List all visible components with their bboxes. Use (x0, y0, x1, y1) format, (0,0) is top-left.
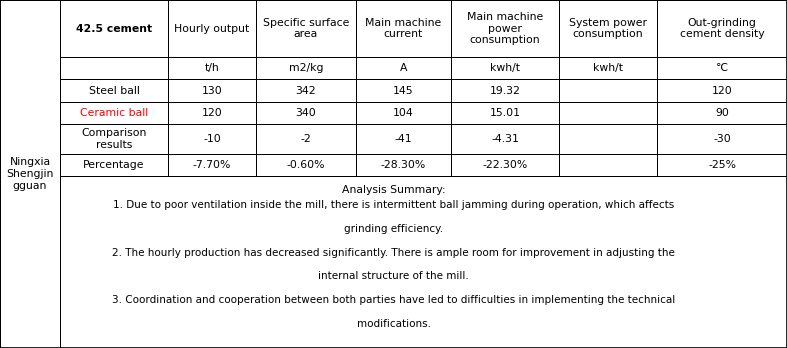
Bar (356, 102, 451, 124)
Text: 15.01: 15.01 (490, 108, 520, 118)
Bar (168, 79, 256, 102)
Text: grinding efficiency.: grinding efficiency. (344, 224, 443, 234)
Text: 104: 104 (394, 108, 414, 118)
Bar (356, 124, 451, 154)
Bar (168, 102, 256, 124)
Bar (168, 124, 256, 154)
Bar (256, 102, 356, 124)
Bar (559, 102, 657, 124)
Text: kwh/t: kwh/t (593, 63, 623, 73)
Bar (657, 102, 787, 124)
Bar (657, 79, 787, 102)
Text: Hourly output: Hourly output (175, 24, 249, 34)
Bar (559, 0, 657, 57)
Text: System power
consumption: System power consumption (569, 18, 647, 39)
Text: Comparison
results: Comparison results (81, 128, 146, 150)
Bar (356, 0, 451, 57)
Bar (256, 0, 356, 57)
Text: -28.30%: -28.30% (381, 160, 426, 170)
Text: Steel ball: Steel ball (89, 86, 139, 95)
Text: 42.5 cement: 42.5 cement (76, 24, 152, 34)
Bar (256, 154, 356, 176)
Text: 340: 340 (296, 108, 316, 118)
Text: Analysis Summary:: Analysis Summary: (342, 185, 445, 195)
Text: internal structure of the mill.: internal structure of the mill. (318, 271, 469, 282)
Bar (657, 154, 787, 176)
Bar (356, 79, 451, 102)
Bar (559, 154, 657, 176)
Text: -22.30%: -22.30% (482, 160, 527, 170)
Text: 120: 120 (711, 86, 733, 95)
Text: Specific surface
area: Specific surface area (263, 18, 349, 39)
Bar (168, 154, 256, 176)
Text: modifications.: modifications. (357, 319, 430, 329)
Bar (0, 0, 60, 348)
Bar (451, 79, 559, 102)
Text: Main machine
power
consumption: Main machine power consumption (467, 12, 543, 45)
Bar (451, 0, 559, 57)
Bar (168, 57, 256, 79)
Text: Main machine
current: Main machine current (365, 18, 442, 39)
Bar (559, 124, 657, 154)
Text: -4.31: -4.31 (491, 134, 519, 144)
Text: 130: 130 (201, 86, 223, 95)
Bar (256, 124, 356, 154)
Bar (451, 57, 559, 79)
Bar (657, 0, 787, 57)
Bar (559, 57, 657, 79)
Bar (60, 0, 168, 57)
Text: 90: 90 (715, 108, 729, 118)
Bar (657, 57, 787, 79)
Text: 120: 120 (201, 108, 223, 118)
Bar (60, 102, 168, 124)
Text: t/h: t/h (205, 63, 220, 73)
Text: -25%: -25% (708, 160, 736, 170)
Text: m2/kg: m2/kg (289, 63, 323, 73)
Bar (451, 154, 559, 176)
Bar (559, 79, 657, 102)
Text: Percentage: Percentage (83, 160, 145, 170)
Text: ℃: ℃ (716, 63, 728, 73)
Bar (168, 0, 256, 57)
Text: A: A (400, 63, 407, 73)
Text: -30: -30 (713, 134, 731, 144)
Bar (451, 124, 559, 154)
Text: -2: -2 (301, 134, 312, 144)
Text: kwh/t: kwh/t (490, 63, 520, 73)
Text: Ningxia
Shengjin
gguan: Ningxia Shengjin gguan (6, 157, 54, 191)
Text: 19.32: 19.32 (490, 86, 520, 95)
Bar (60, 79, 168, 102)
Bar (356, 154, 451, 176)
Bar (60, 124, 168, 154)
Text: -7.70%: -7.70% (193, 160, 231, 170)
Bar (356, 57, 451, 79)
Text: -0.60%: -0.60% (286, 160, 325, 170)
Text: 2. The hourly production has decreased significantly. There is ample room for im: 2. The hourly production has decreased s… (112, 248, 675, 258)
Bar (60, 176, 787, 348)
Text: Ceramic ball: Ceramic ball (79, 108, 148, 118)
Bar (256, 79, 356, 102)
Text: 1. Due to poor ventilation inside the mill, there is intermittent ball jamming d: 1. Due to poor ventilation inside the mi… (113, 200, 674, 211)
Text: 342: 342 (296, 86, 316, 95)
Bar (451, 102, 559, 124)
Text: Out-grinding
cement density: Out-grinding cement density (680, 18, 764, 39)
Text: 3. Coordination and cooperation between both parties have led to difficulties in: 3. Coordination and cooperation between … (112, 295, 675, 305)
Bar (60, 57, 168, 79)
Text: -41: -41 (395, 134, 412, 144)
Text: 145: 145 (394, 86, 414, 95)
Text: -10: -10 (203, 134, 221, 144)
Bar (256, 57, 356, 79)
Bar (60, 154, 168, 176)
Bar (657, 124, 787, 154)
